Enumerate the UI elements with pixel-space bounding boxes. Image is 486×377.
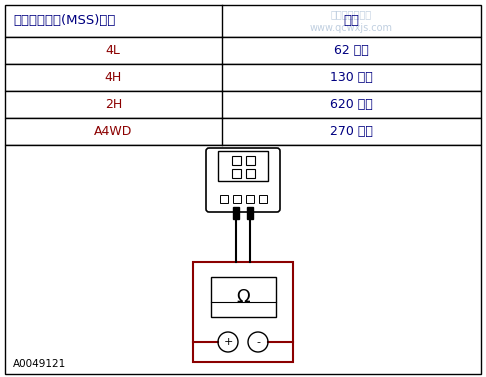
Text: 2H: 2H (104, 98, 122, 111)
Text: 62 欧姆: 62 欧姆 (334, 44, 369, 57)
Bar (232, 195, 241, 203)
Text: 汽车维修技术网
www.qcwxjs.com: 汽车维修技术网 www.qcwxjs.com (310, 9, 393, 33)
Text: 4L: 4L (106, 44, 121, 57)
Bar (218, 151, 268, 181)
Bar (5, 145, 481, 374)
Bar (245, 195, 254, 203)
Bar (245, 156, 255, 165)
Bar (5, 64, 481, 91)
Text: 4H: 4H (104, 71, 122, 84)
Text: A4WD: A4WD (94, 125, 133, 138)
Bar (259, 195, 266, 203)
Bar (231, 156, 241, 165)
Bar (5, 118, 481, 145)
Bar (231, 169, 241, 178)
Text: 620 欧姆: 620 欧姆 (330, 98, 373, 111)
Bar (5, 91, 481, 118)
Text: 模式选择开关(MSS)位置: 模式选择开关(MSS)位置 (13, 14, 115, 28)
Bar (193, 262, 293, 362)
Text: -: - (256, 337, 260, 347)
Text: +: + (223, 337, 233, 347)
Text: A0049121: A0049121 (13, 359, 66, 369)
Bar (5, 5, 481, 37)
Bar (220, 195, 227, 203)
Text: 270 欧姆: 270 欧姆 (330, 125, 373, 138)
FancyBboxPatch shape (206, 148, 280, 212)
Bar (247, 207, 253, 219)
Text: 130 欧姆: 130 欧姆 (330, 71, 373, 84)
Bar (210, 277, 276, 317)
Text: 电阻: 电阻 (343, 14, 359, 28)
Bar (233, 207, 239, 219)
Bar (245, 169, 255, 178)
Text: Ω: Ω (236, 288, 250, 306)
Bar (5, 37, 481, 64)
